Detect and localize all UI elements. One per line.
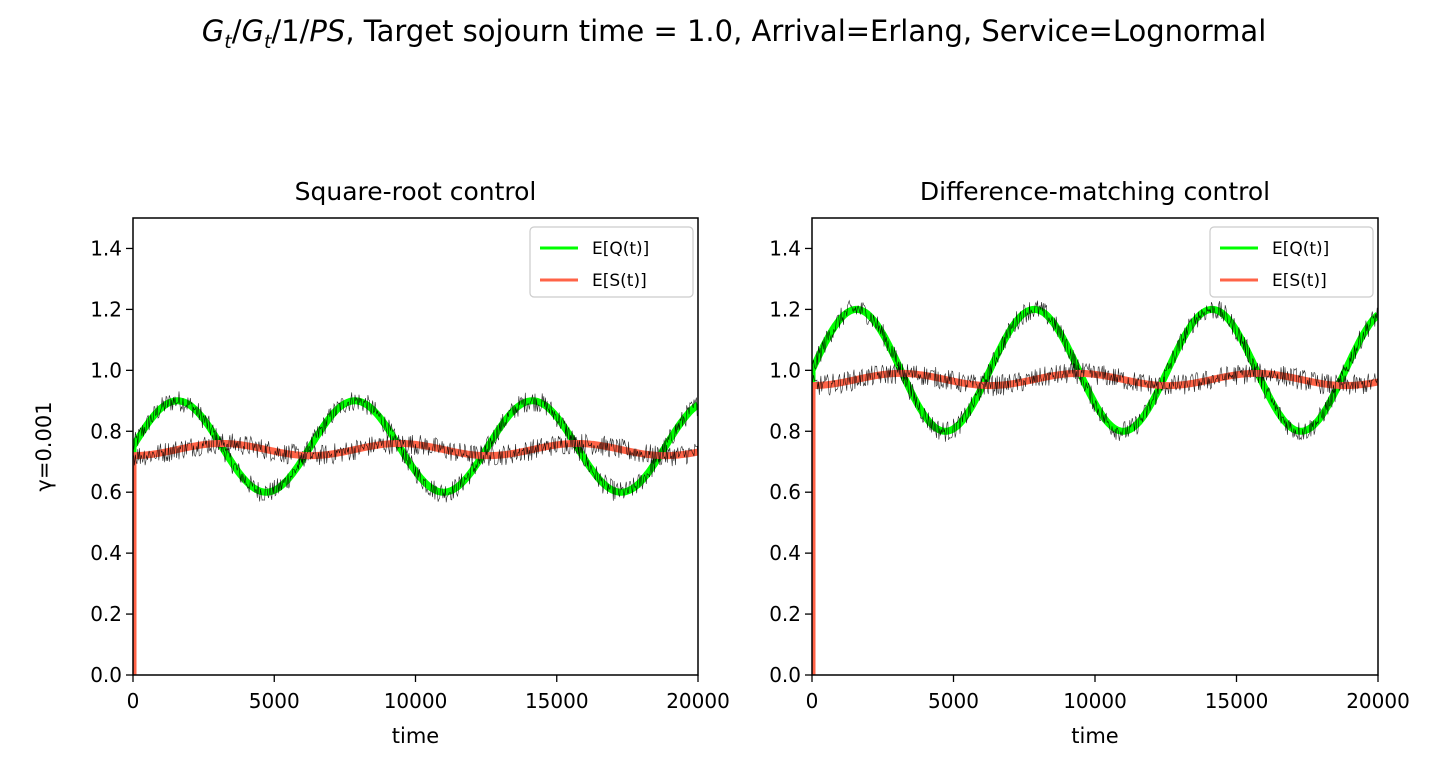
y-tick-label: 0.8 xyxy=(90,419,122,443)
x-tick-label: 15000 xyxy=(525,689,589,713)
chart-title: Square-root control xyxy=(295,177,537,206)
legend-label-sojourn: E[S(t)] xyxy=(1272,271,1327,291)
y-axis-label: γ=0.001 xyxy=(32,401,56,491)
chart-title: Difference-matching control xyxy=(920,177,1270,206)
y-tick-label: 0.6 xyxy=(769,480,801,504)
title-slash: / xyxy=(231,14,242,48)
y-tick-label: 0.4 xyxy=(90,541,122,565)
x-tick-label: 0 xyxy=(127,689,140,713)
series-noise-sojourn xyxy=(133,433,698,467)
x-tick-label: 20000 xyxy=(1346,689,1410,713)
x-tick-label: 10000 xyxy=(384,689,448,713)
series-noise-queue xyxy=(133,391,698,503)
x-tick-label: 15000 xyxy=(1205,689,1269,713)
x-tick-label: 5000 xyxy=(928,689,979,713)
y-tick-label: 1.2 xyxy=(90,297,122,321)
y-tick-label: 0.4 xyxy=(769,541,801,565)
chart-panel-1: 0.0 0.2 0.4 0.6 0.8 1.0 1.2 1.4 0 5000 10000 15000 2… xyxy=(32,177,730,748)
x-tick-label: 10000 xyxy=(1063,689,1127,713)
x-tick-label: 5000 xyxy=(249,689,300,713)
legend-label-queue: E[Q(t)] xyxy=(592,239,649,259)
title-sub1: t xyxy=(224,30,232,53)
x-tick-label: 20000 xyxy=(666,689,730,713)
y-tick-label: 0.6 xyxy=(90,480,122,504)
series-line-sojourn xyxy=(133,440,698,675)
figure-title: Gt/Gt/1/PS, Target sojourn time = 1.0, A… xyxy=(0,14,1456,53)
y-tick-label: 1.0 xyxy=(769,358,801,382)
series-noise-sojourn xyxy=(812,362,1378,397)
legend-label-queue: E[Q(t)] xyxy=(1272,239,1329,259)
chart-panel-2: 0.0 0.2 0.4 0.6 0.8 1.0 1.2 1.4 0 5000 10000 15000 2… xyxy=(769,177,1410,748)
title-sub2: t xyxy=(263,30,272,53)
x-tick-label: 0 xyxy=(806,689,819,713)
series-line-sojourn xyxy=(812,369,1378,675)
plot-area xyxy=(133,391,698,675)
title-ps: PS xyxy=(309,14,346,48)
y-tick-label: 0.0 xyxy=(769,663,801,687)
title-rest: , Target sojourn time = 1.0, Arrival=Erl… xyxy=(345,14,1267,48)
y-tick-label: 0.0 xyxy=(90,663,122,687)
x-axis-label: time xyxy=(392,724,439,748)
title-mid: /1/ xyxy=(271,14,310,48)
title-g2: G xyxy=(241,14,264,48)
y-tick-label: 0.2 xyxy=(769,602,801,626)
legend-label-sojourn: E[S(t)] xyxy=(592,271,647,291)
y-tick-label: 1.4 xyxy=(769,236,801,260)
y-tick-label: 1.4 xyxy=(90,236,122,260)
y-tick-label: 0.8 xyxy=(769,419,801,443)
title-g1: G xyxy=(201,14,225,48)
y-tick-label: 1.0 xyxy=(90,358,122,382)
series-noise-queue xyxy=(812,299,1378,442)
plot-area xyxy=(812,299,1378,675)
y-tick-label: 1.2 xyxy=(769,297,801,321)
y-tick-label: 0.2 xyxy=(90,602,122,626)
x-axis-label: time xyxy=(1071,724,1118,748)
